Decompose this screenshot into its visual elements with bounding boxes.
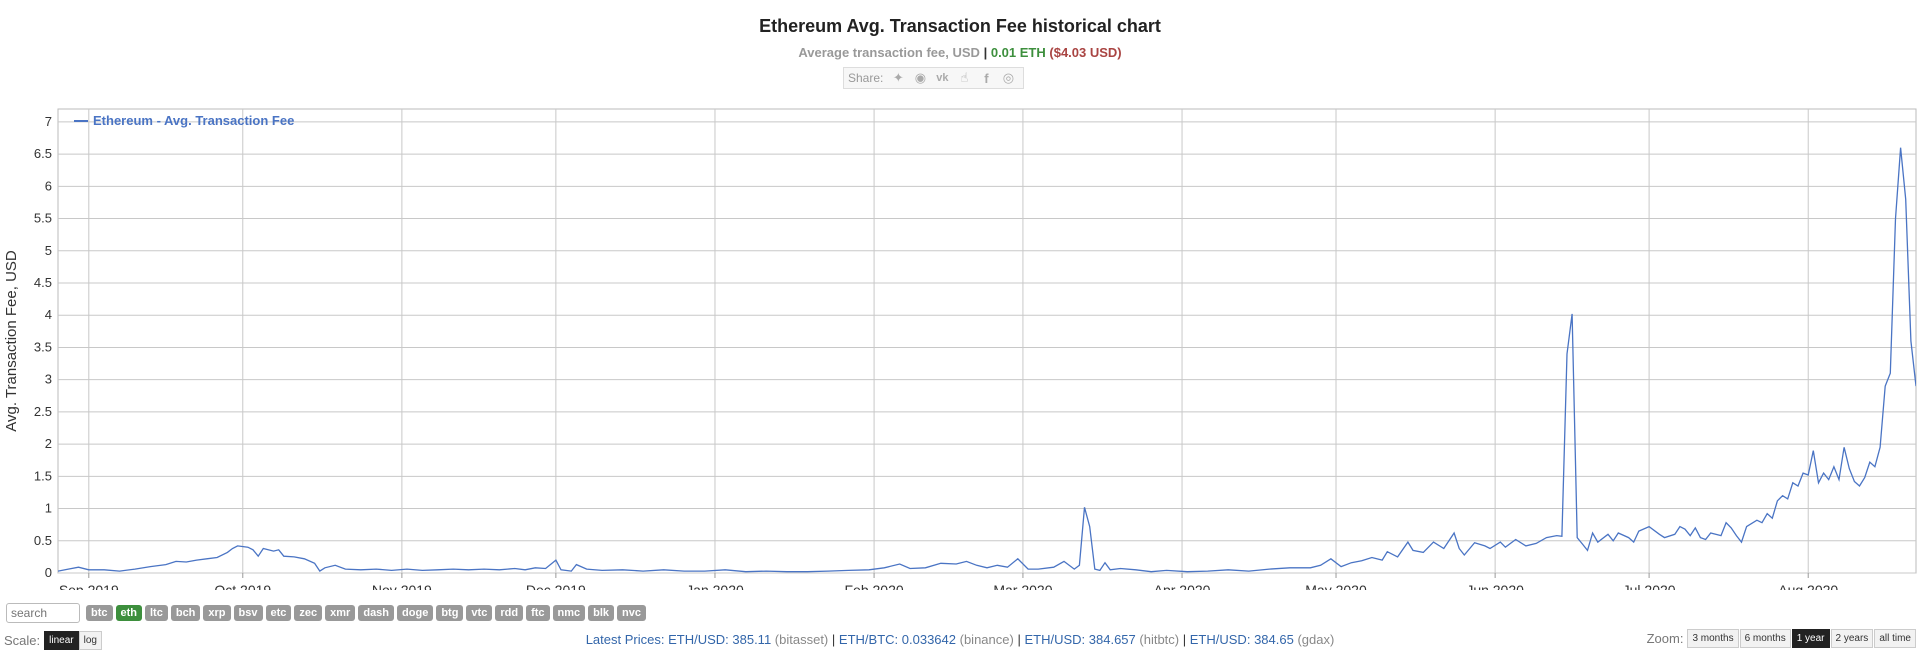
search-input[interactable] (6, 603, 80, 623)
chart-subtitle: Average transaction fee, USD | 0.01 ETH … (0, 45, 1920, 60)
price-value: 385.11 (732, 632, 772, 647)
price-value: 384.657 (1088, 632, 1136, 647)
coin-button-bch[interactable]: bch (170, 605, 201, 621)
y-tick-label: 3 (45, 372, 52, 387)
coin-button-btc[interactable]: btc (86, 605, 113, 621)
y-tick-label: 4.5 (34, 275, 52, 290)
y-tick-label: 1.5 (34, 468, 52, 483)
subtitle-usd-value: ($4.03 USD) (1049, 45, 1122, 60)
price-source: (gdax) (1297, 632, 1335, 647)
price-value: 384.65 (1254, 632, 1294, 647)
weibo-icon[interactable]: ◎ (1002, 70, 1015, 85)
zoom-selector: Zoom: 3 months 6 months 1 year 2 years all t… (1647, 629, 1916, 648)
price-pair-label: ETH/BTC: (838, 632, 899, 647)
page-title: Ethereum Avg. Transaction Fee historical… (759, 16, 1161, 36)
y-tick-label: 6.5 (34, 146, 52, 161)
coin-button-xrp[interactable]: xrp (203, 605, 231, 621)
latest-prices: Latest Prices: ETH/USD: 385.11 (bitasset… (0, 632, 1920, 647)
price-source: (hitbtc) (1139, 632, 1180, 647)
price-separator: | (1017, 632, 1021, 647)
y-tick-label: 0.5 (34, 533, 52, 548)
y-tick-label: 0 (45, 565, 52, 580)
coin-button-zec[interactable]: zec (294, 605, 323, 621)
price-pair-label: ETH/USD: (668, 632, 729, 647)
subtitle-eth-value: 0.01 ETH (990, 45, 1046, 60)
coin-button-nvc[interactable]: nvc (617, 605, 647, 621)
coin-button-dash[interactable]: dash (358, 605, 395, 621)
y-tick-label: 6 (45, 178, 52, 193)
zoom-1-year-button[interactable]: 1 year (1791, 629, 1830, 648)
x-tick-label: Aug 2020 (1778, 582, 1838, 590)
vk-icon[interactable]: vk (936, 72, 949, 84)
fee-chart: 0 0.5 1 1.5 2 2.5 3 3.5 4 4.5 5 5.5 6 6.5 7 Sep 2019 Oct… (3, 108, 1917, 590)
y-tick-label: 4 (45, 307, 52, 322)
y-axis-label: Avg. Transaction Fee, USD (3, 250, 20, 432)
coin-button-ltc[interactable]: ltc (145, 605, 168, 621)
reddit-icon[interactable]: ◉ (914, 70, 927, 85)
coin-button-etc[interactable]: etc (265, 605, 292, 621)
y-tick-label: 1 (45, 501, 52, 516)
zoom-all-time-button[interactable]: all time (1874, 629, 1916, 648)
x-tick-label: May 2020 (1305, 582, 1367, 590)
price-value: 0.033642 (901, 632, 956, 647)
y-tick-label: 2.5 (34, 404, 52, 419)
y-tick-label: 2 (45, 436, 52, 451)
zoom-2-years-button[interactable]: 2 years (1830, 629, 1874, 648)
coin-button-bsv[interactable]: bsv (233, 605, 263, 621)
series-line-fee (58, 147, 1916, 573)
price-source: (bitasset) (774, 632, 829, 647)
subtitle-prefix: Average transaction fee, USD (798, 45, 980, 60)
x-tick-label: Jul 2020 (1623, 582, 1676, 590)
x-tick-label: Mar 2020 (993, 582, 1052, 590)
zoom-label: Zoom: (1646, 631, 1684, 646)
y-tick-label: 3.5 (34, 339, 52, 354)
y-tick-label: 5 (45, 243, 52, 258)
facebook-icon[interactable]: f (984, 70, 989, 86)
coin-button-xmr[interactable]: xmr (325, 605, 356, 621)
coin-button-rdd[interactable]: rdd (495, 605, 524, 621)
price-pair-label: ETH/USD: (1189, 632, 1251, 647)
x-tick-label: Dec 2019 (526, 582, 586, 590)
scale-selector: Scale: linear log (4, 631, 102, 650)
coin-button-nmc[interactable]: nmc (552, 605, 586, 621)
like-icon[interactable]: ☝ (960, 70, 969, 85)
x-tick-label: Jan 2020 (686, 582, 744, 590)
subtitle-separator: | (983, 45, 988, 60)
price-pair-label: ETH/USD: (1024, 632, 1086, 647)
x-tick-label: Oct 2019 (214, 582, 271, 590)
price-source: (binance) (959, 632, 1014, 647)
coin-button-eth[interactable]: eth (115, 605, 142, 621)
scale-linear-button[interactable]: linear (44, 631, 79, 650)
plot-frame (57, 108, 1917, 574)
y-tick-label: 7 (45, 114, 52, 129)
x-tick-label: Feb 2020 (844, 582, 903, 590)
zoom-6-months-button[interactable]: 6 months (1739, 629, 1791, 648)
coin-button-doge[interactable]: doge (397, 605, 434, 621)
x-tick-label: Apr 2020 (1154, 582, 1211, 590)
x-tick-label: Sep 2019 (59, 582, 119, 590)
share-bar: Share: ✦ ◉ vk ☝ f ◎ (843, 67, 1025, 89)
coin-button-ftc[interactable]: ftc (526, 605, 550, 621)
scale-label: Scale: (4, 633, 41, 648)
coin-button-blk[interactable]: blk (588, 605, 615, 621)
coin-toolbar: btcethltcbchxrpbsvetczecxmrdashdogebtgvt… (6, 603, 647, 623)
x-tick-label: Nov 2019 (372, 582, 432, 590)
x-tick-label: Jun 2020 (1466, 582, 1524, 590)
latest-prices-label: Latest Prices: (585, 632, 665, 647)
share-label: Share: (848, 71, 884, 85)
zoom-3-months-button[interactable]: 3 months (1687, 629, 1739, 648)
coin-button-vtc[interactable]: vtc (466, 605, 493, 621)
coin-button-btg[interactable]: btg (436, 605, 464, 621)
scale-log-button[interactable]: log (78, 631, 102, 650)
legend-label: Ethereum - Avg. Transaction Fee (93, 113, 294, 128)
y-tick-label: 5.5 (34, 211, 52, 226)
twitter-icon[interactable]: ✦ (892, 70, 904, 85)
price-separator: | (831, 632, 836, 647)
price-separator: | (1182, 632, 1187, 647)
